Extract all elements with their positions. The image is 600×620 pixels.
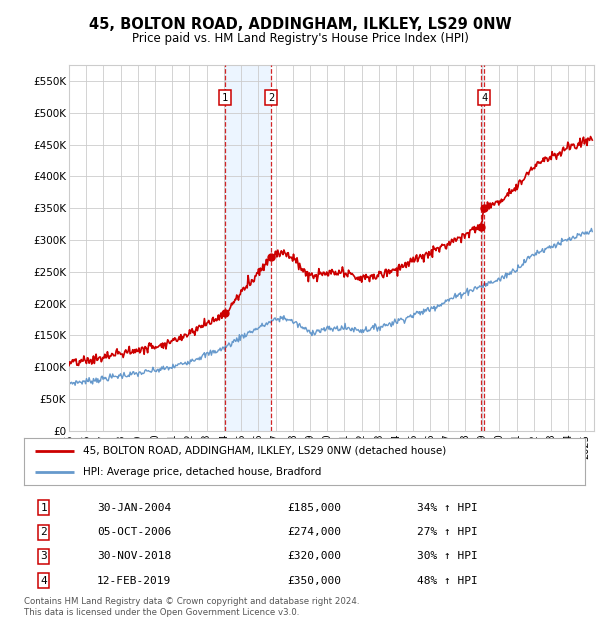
Text: 27% ↑ HPI: 27% ↑ HPI [416,527,478,537]
Text: £185,000: £185,000 [287,503,341,513]
Text: £350,000: £350,000 [287,575,341,586]
Text: £274,000: £274,000 [287,527,341,537]
Text: 2: 2 [40,527,47,537]
Text: 4: 4 [40,575,47,586]
Text: 05-OCT-2006: 05-OCT-2006 [97,527,171,537]
Text: 1: 1 [222,92,229,102]
Text: 34% ↑ HPI: 34% ↑ HPI [416,503,478,513]
Text: 4: 4 [481,92,487,102]
Bar [225,65,271,431]
Text: HPI: Average price, detached house, Bradford: HPI: Average price, detached house, Brad… [83,467,321,477]
Text: 2: 2 [268,92,274,102]
Text: Price paid vs. HM Land Registry's House Price Index (HPI): Price paid vs. HM Land Registry's House … [131,32,469,45]
Text: 45, BOLTON ROAD, ADDINGHAM, ILKLEY, LS29 0NW (detached house): 45, BOLTON ROAD, ADDINGHAM, ILKLEY, LS29… [83,446,446,456]
Text: 1: 1 [40,503,47,513]
Text: Contains HM Land Registry data © Crown copyright and database right 2024.
This d: Contains HM Land Registry data © Crown c… [24,598,359,617]
Bar [481,65,484,431]
Text: 12-FEB-2019: 12-FEB-2019 [97,575,171,586]
Text: £320,000: £320,000 [287,551,341,561]
Text: 3: 3 [40,551,47,561]
Text: 48% ↑ HPI: 48% ↑ HPI [416,575,478,586]
Text: 30% ↑ HPI: 30% ↑ HPI [416,551,478,561]
Text: 30-NOV-2018: 30-NOV-2018 [97,551,171,561]
Text: 45, BOLTON ROAD, ADDINGHAM, ILKLEY, LS29 0NW: 45, BOLTON ROAD, ADDINGHAM, ILKLEY, LS29… [89,17,511,32]
Text: 30-JAN-2004: 30-JAN-2004 [97,503,171,513]
